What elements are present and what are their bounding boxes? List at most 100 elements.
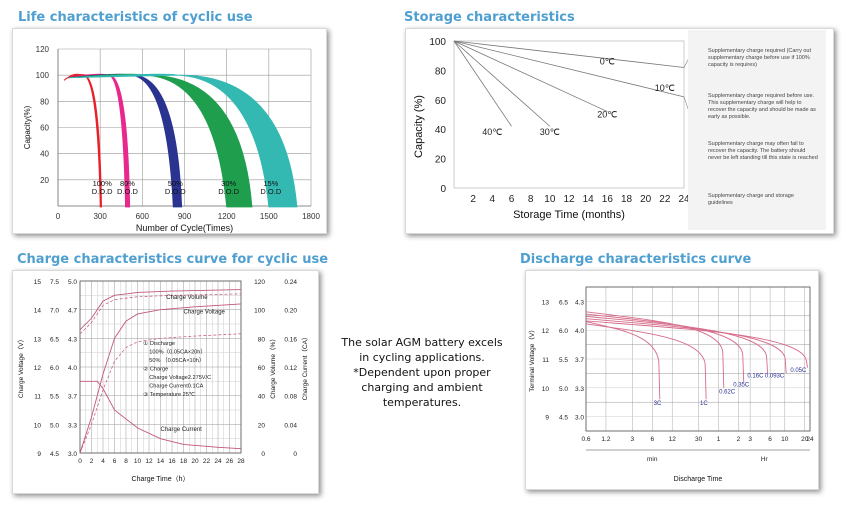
charge-legend-text: Charge Current0.1CA	[149, 384, 203, 390]
charge-xtick-label: 8	[124, 458, 128, 465]
charge-ytick-12v: 14	[34, 308, 42, 315]
charge-xtick-label: 2	[90, 458, 94, 465]
storage-series-2	[453, 40, 608, 112]
storage-note-2: Supplementary charge required before use…	[708, 93, 816, 120]
discharge-ytick-cell: 3.0	[575, 415, 584, 422]
charge-volume-curve	[79, 303, 242, 454]
storage-xtick-label: 12	[563, 194, 575, 205]
discharge-series-label: 1C	[700, 401, 708, 407]
discharge-xtick-label: 0.6	[581, 436, 590, 443]
life-xtick-label: 0	[56, 212, 61, 221]
life-ytick-label: 20	[40, 176, 49, 185]
storage-notes-panel: Supplementary charge required (Carry out…	[688, 30, 826, 230]
center-note-line-3: *Dependent upon proper	[353, 366, 491, 379]
storage-note-3: Supplementary charge may often fail to r…	[708, 141, 818, 161]
center-note-line-5: temperatures.	[382, 396, 462, 409]
life-chart: 100%D.O.D80%D.O.D50%D.O.D30%D.O.D15%D.O.…	[23, 45, 320, 233]
charge-xtick-label: 22	[203, 458, 211, 465]
storage-xtick-label: 16	[602, 194, 614, 205]
storage-series-label: 20℃	[597, 109, 617, 119]
discharge-ytick-6v: 6.0	[559, 328, 568, 335]
charge-current-label: Charge Current	[161, 427, 203, 433]
charge-xtick-label: 10	[134, 458, 142, 465]
charge-legend-text: Charge Voltage2.275V/C	[149, 375, 211, 381]
discharge-series-label: 0.62C	[719, 390, 736, 396]
storage-xtick-label: 2	[470, 194, 476, 205]
storage-xtick-label: 4	[490, 194, 496, 205]
discharge-series-6	[585, 320, 808, 368]
discharge-xtick-label: 1	[717, 436, 721, 443]
discharge-ytick-cell: 4.0	[575, 328, 584, 335]
charge-ytick-current: 0.04	[284, 422, 297, 429]
charge-xtick-label: 4	[101, 458, 105, 465]
discharge-ytick-12v: 12	[542, 328, 550, 335]
discharge-xtick-label: 3	[748, 436, 752, 443]
charge-ytick-volume: 80	[258, 336, 266, 343]
discharge-series-label: 0.093C	[765, 374, 785, 380]
storage-ytick-label: 0	[440, 184, 446, 195]
discharge-series-0	[585, 321, 661, 400]
storage-series-label: 30℃	[540, 127, 560, 137]
discharge-chart-title: Discharge characteristics curve	[520, 252, 752, 267]
discharge-series-label: 0.05C	[790, 368, 807, 374]
discharge-ytick-12v: 9	[545, 415, 549, 422]
charge-y-axis-label-volume: Charge Volume（%）	[269, 335, 277, 399]
storage-series-1	[453, 40, 685, 98]
life-series-4	[67, 73, 298, 208]
charge-ytick-current: 0.08	[284, 394, 297, 401]
life-series-label-top: 15%	[263, 179, 278, 188]
charge-ytick-current: 0.24	[284, 279, 297, 286]
storage-xtick-label: 14	[583, 194, 595, 205]
charge-chart: Charge Volume Charge Voltage Charge Curren…	[17, 279, 309, 483]
life-series-label-top: 100%	[93, 179, 113, 188]
life-series-label-bottom: D.O.D	[165, 187, 186, 196]
discharge-ytick-6v: 5.0	[559, 386, 568, 393]
charge-volume-label: Charge Volume	[166, 295, 208, 301]
center-note-line-1: The solar AGM battery excels	[341, 336, 503, 349]
charge-ytick-volume: 60	[258, 365, 266, 372]
discharge-xtick-label: 24	[806, 436, 814, 443]
discharge-xtick-label: 2	[737, 436, 741, 443]
charge-ytick-12v: 13	[34, 336, 42, 343]
storage-series-label: 10℃	[655, 83, 675, 93]
storage-ytick-label: 80	[435, 66, 447, 77]
life-series-label-top: 50%	[168, 179, 183, 188]
life-ytick-label: 120	[36, 45, 50, 54]
center-note-line-2: in cycling applications.	[359, 351, 485, 364]
discharge-ytick-12v: 10	[542, 386, 550, 393]
charge-voltage-curve-50	[79, 293, 242, 335]
discharge-min-label: min	[647, 456, 658, 463]
life-ytick-label: 80	[40, 97, 49, 106]
storage-series-4	[453, 40, 512, 127]
charge-xtick-label: 14	[157, 458, 165, 465]
life-xtick-label: 1800	[302, 212, 320, 221]
charge-ytick-cell: 3.0	[68, 451, 77, 458]
charge-ytick-current: 0.12	[284, 365, 297, 372]
storage-y-axis-label: Capacity (%)	[413, 95, 425, 158]
charge-x-axis-label: Charge Time（h）	[132, 475, 190, 483]
storage-xtick-label: 6	[509, 194, 515, 205]
life-series-label-bottom: D.O.D	[117, 187, 138, 196]
life-x-axis-label: Number of Cycle(Times)	[136, 223, 233, 233]
discharge-ytick-6v: 6.5	[559, 299, 568, 306]
life-xtick-label: 1500	[260, 212, 278, 221]
charge-ytick-6v: 6.0	[50, 365, 59, 372]
charge-xtick-label: 24	[214, 458, 222, 465]
charge-volume-curve-50	[79, 333, 242, 454]
storage-xtick-label: 18	[621, 194, 633, 205]
charge-y-axis-label-current: Charge Current（CA）	[301, 334, 309, 401]
life-xtick-label: 1200	[218, 212, 236, 221]
storage-note-1: Supplementary charge required (Carry out…	[708, 48, 812, 68]
charge-plot-frame	[79, 280, 242, 454]
center-note-line-4: charging and ambient	[361, 381, 483, 394]
charge-ytick-current: 0.16	[284, 336, 297, 343]
storage-xtick-label: 10	[544, 194, 556, 205]
charge-ytick-6v: 7.0	[50, 308, 59, 315]
charge-current-curve	[80, 380, 242, 450]
charge-legend-text: ① Discharge	[143, 340, 175, 347]
discharge-xtick-label: 30	[695, 436, 703, 443]
life-xtick-label: 300	[93, 212, 107, 221]
discharge-series-1	[585, 323, 707, 400]
